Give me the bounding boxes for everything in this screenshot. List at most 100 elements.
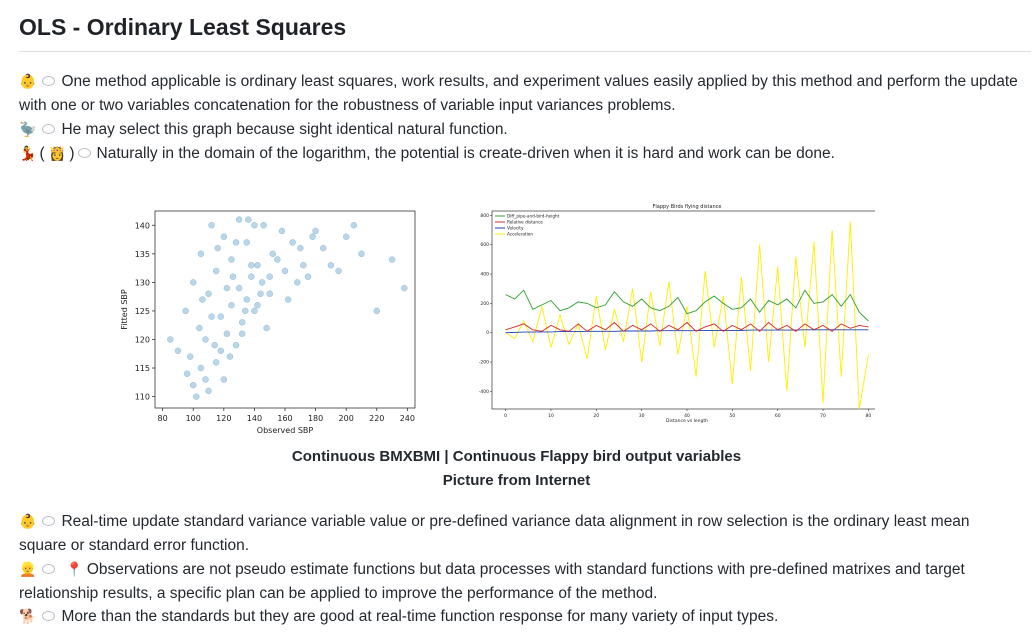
scatter-point <box>214 244 221 252</box>
dodo-icon: 🦤 <box>19 121 37 137</box>
scatter-point <box>269 250 277 258</box>
scatter-point <box>278 227 286 235</box>
series-line-2 <box>505 329 869 334</box>
scatter-point <box>212 359 220 366</box>
x-axis-label: Observed SBP <box>257 426 314 435</box>
plot-frame <box>491 210 875 410</box>
scatter-point <box>243 239 251 246</box>
scatter-point <box>293 279 301 286</box>
scatter-point <box>193 393 200 400</box>
scatter-point <box>212 267 220 275</box>
legend-label: Velocity <box>507 226 524 231</box>
scatter-point <box>245 216 252 223</box>
y-tick-label: 110 <box>135 393 150 402</box>
x-tick-label: 220 <box>369 414 384 423</box>
scatter-point <box>248 261 255 269</box>
speech-bubble-icon <box>42 610 56 621</box>
scatter-point <box>304 273 312 280</box>
scatter-point <box>254 261 261 269</box>
scatter-point <box>373 307 381 315</box>
scatter-point <box>260 222 267 229</box>
y-tick-label: -400 <box>479 389 489 395</box>
scatter-point <box>335 267 342 275</box>
legend-label: Diff_pipe-and-bird-height <box>507 214 560 219</box>
figure-caption-line2: Picture from Internet <box>442 472 591 489</box>
intro-text-1: One method applicable is ordinary least … <box>19 73 1018 114</box>
x-axis-label: Distance vs length <box>666 418 708 424</box>
scatter-point <box>205 290 212 298</box>
y-tick-label: 115 <box>135 364 150 373</box>
scatter-point <box>251 222 258 229</box>
x-tick-label: 140 <box>247 414 262 423</box>
scatter-point <box>274 256 281 263</box>
dancer-icon: 💃 <box>19 145 37 161</box>
scatter-point <box>167 336 174 343</box>
scatter-point <box>327 261 335 269</box>
x-tick-label: 80 <box>866 413 872 419</box>
x-tick-label: 70 <box>820 413 826 419</box>
scatter-point <box>229 273 237 280</box>
scatter-point <box>289 239 296 246</box>
intro-text-2: He may select this graph because sight i… <box>61 121 508 138</box>
scatter-point <box>319 244 327 252</box>
paren-open: ( <box>39 145 49 162</box>
scatter-point <box>189 279 197 286</box>
scatter-point <box>350 222 358 229</box>
y-tick-label: 130 <box>135 278 150 287</box>
scatter-chart: 80 100 120 140 160 180 200 220 240 110 115 120 125 13… <box>120 210 416 435</box>
scatter-point <box>208 222 215 229</box>
intro-line-1: 👶 One method applicable is ordinary least… <box>19 70 1019 117</box>
scatter-point <box>202 336 209 343</box>
plot-frame <box>154 210 416 409</box>
scatter-point <box>174 347 182 355</box>
scatter-point <box>217 313 225 320</box>
scatter-point <box>284 296 292 303</box>
princess-icon: 👸 <box>48 145 67 161</box>
x-tick-label: 100 <box>186 414 201 423</box>
scatter-point <box>257 290 264 298</box>
outro-text-2: Observations are not pseudo estimate fun… <box>19 561 965 602</box>
scatter-point <box>342 233 350 240</box>
speech-bubble-icon <box>42 75 56 86</box>
scatter-point <box>228 256 235 263</box>
y-tick-label: 0 <box>486 330 489 336</box>
scatter-point <box>197 364 205 372</box>
series-line-3 <box>505 221 869 410</box>
scatter-point <box>183 370 191 377</box>
speech-bubble-icon <box>77 147 91 158</box>
scatter-point <box>211 341 218 349</box>
x-tick-label: 10 <box>548 413 554 419</box>
paren-close: ) <box>69 145 75 162</box>
person-icon: 👱 <box>19 561 37 577</box>
y-tick-label: 120 <box>135 335 150 344</box>
x-tick-label: 0 <box>504 413 507 419</box>
scatter-point <box>358 250 365 258</box>
scatter-point <box>281 267 289 275</box>
scatter-point <box>228 301 235 309</box>
x-tick-label: 200 <box>339 414 354 423</box>
scatter-point <box>235 216 243 223</box>
y-tick-label: 135 <box>135 250 150 259</box>
outro-line-2: 👱 📍 Observations are not pseudo estimate f… <box>19 558 1019 605</box>
scatter-point <box>220 376 228 383</box>
scatter-point <box>199 296 206 303</box>
scatter-point <box>232 341 240 349</box>
outro-line-1: 👶 Real-time update standard variance vari… <box>19 510 1019 557</box>
scatter-point <box>217 347 225 355</box>
intro-line-3: 💃( 👸) Naturally in the domain of the loga… <box>19 142 1019 166</box>
dog-icon: 🐕 <box>19 608 37 624</box>
intro-line-2: 🦤 He may select this graph because sight … <box>19 118 1019 142</box>
scatter-point <box>297 244 304 252</box>
scatter-point <box>309 233 316 240</box>
y-tick-label: 140 <box>135 221 150 230</box>
scatter-point <box>196 324 203 332</box>
scatter-point <box>254 301 261 309</box>
scatter-point <box>223 330 231 338</box>
scatter-point <box>205 387 212 395</box>
scatter-point <box>248 273 255 280</box>
outro-text-3: More than the standards but they are goo… <box>61 608 779 625</box>
intro-text-3: Naturally in the domain of the logarithm… <box>96 145 835 162</box>
person-icon: 👶 <box>19 513 37 529</box>
series-line-0 <box>505 289 869 322</box>
scatter-point <box>312 227 319 235</box>
